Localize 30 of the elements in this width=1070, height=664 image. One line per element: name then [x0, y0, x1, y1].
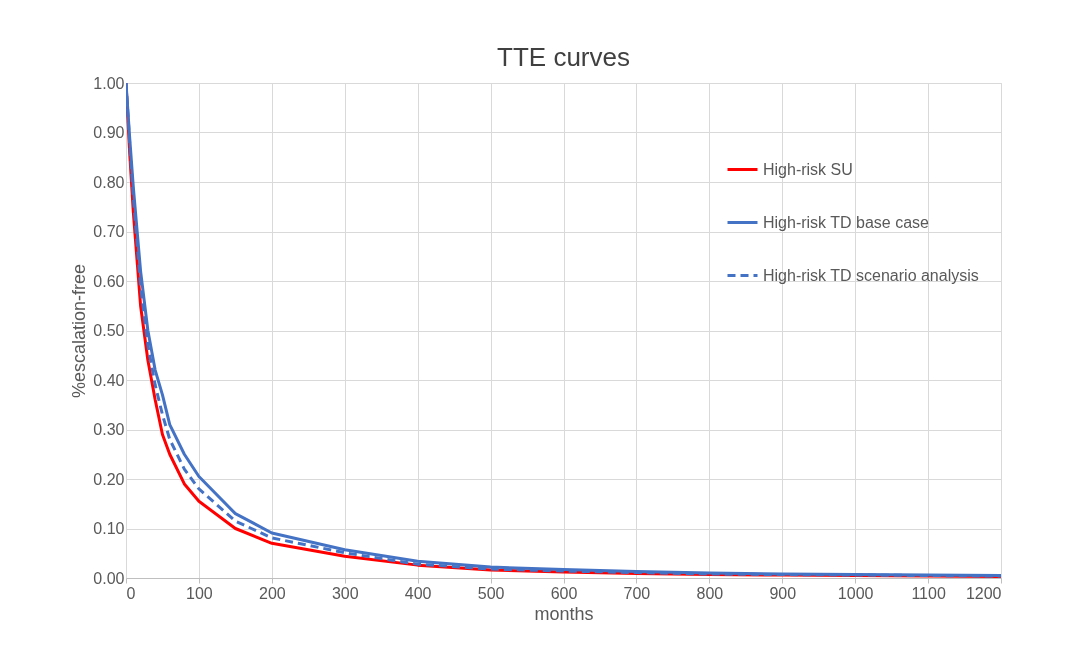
legend-label: High-risk TD base case [763, 213, 930, 231]
y-axis-title: %escalation-free [69, 263, 90, 399]
y-tick-label: 0.60 [93, 272, 125, 290]
x-tick-label: 300 [331, 584, 359, 602]
legend-label: High-risk TD scenario analysis [763, 266, 979, 284]
y-tick-label: 0.10 [93, 520, 125, 537]
y-tick-label: 0.90 [93, 124, 125, 141]
y-tick-label: 0.00 [93, 569, 125, 587]
x-tick-label: 1100 [911, 584, 946, 602]
x-tick-label: 800 [696, 584, 724, 602]
x-tick-label: 200 [258, 584, 286, 602]
x-tick-label: 0 [126, 584, 136, 602]
y-tick-label: 0.20 [93, 470, 125, 488]
y-tick-label: 1.00 [93, 74, 125, 92]
y-tick-label: 0.40 [93, 371, 125, 389]
y-tick-label: 0.70 [93, 223, 125, 240]
x-tick-label: 700 [623, 584, 651, 602]
x-tick-label: 500 [477, 584, 505, 602]
x-tick-label: 400 [404, 584, 432, 602]
x-tick-label: 1000 [837, 584, 874, 602]
x-axis-title: months [534, 603, 594, 624]
x-tick-label: 100 [186, 584, 213, 602]
y-tick-label: 0.50 [93, 322, 125, 339]
x-tick-label: 900 [769, 584, 797, 602]
x-tick-label: 600 [550, 584, 578, 602]
x-tick-label: 1200 [965, 584, 1002, 602]
chart-title: TTE curves [497, 42, 630, 72]
y-tick-label: 0.30 [93, 421, 125, 438]
y-tick-label: 0.80 [93, 173, 125, 191]
legend-label: High-risk SU [763, 160, 853, 178]
